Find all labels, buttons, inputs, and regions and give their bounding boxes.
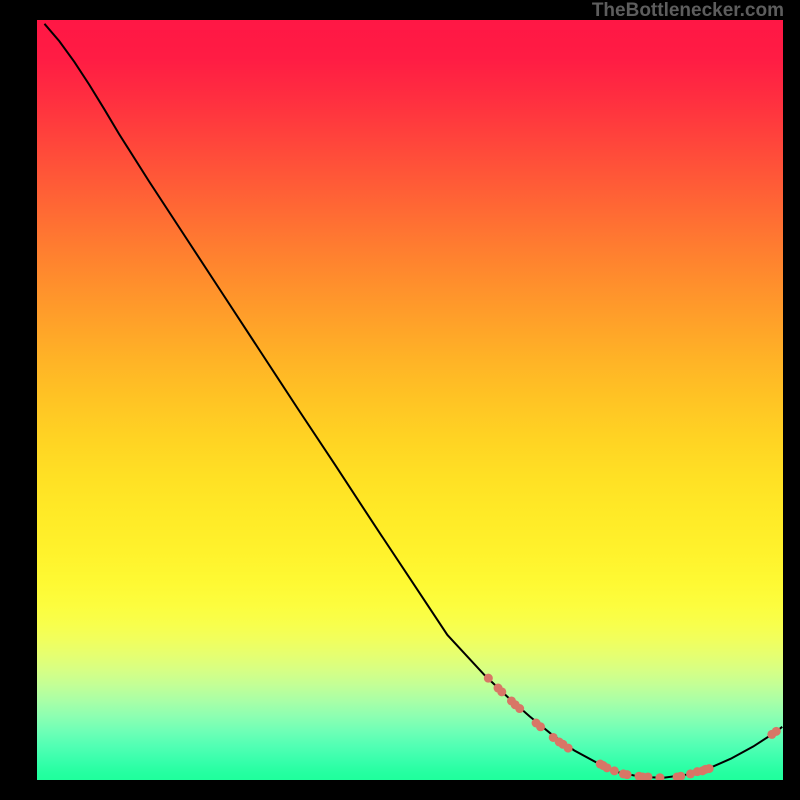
data-marker <box>655 773 664 780</box>
data-marker <box>705 764 714 773</box>
chart-stage: TheBottlenecker.com <box>0 0 800 800</box>
data-marker <box>484 674 493 683</box>
data-marker <box>623 770 632 779</box>
data-marker <box>772 727 781 736</box>
curve-layer <box>37 20 783 780</box>
bottleneck-curve <box>44 24 782 778</box>
plot-area <box>37 20 783 780</box>
watermark-text: TheBottlenecker.com <box>592 0 784 22</box>
data-marker <box>515 704 524 713</box>
data-marker <box>564 744 573 753</box>
marker-group <box>484 674 781 780</box>
data-marker <box>536 722 545 731</box>
data-marker <box>497 687 506 696</box>
data-marker <box>610 766 619 775</box>
